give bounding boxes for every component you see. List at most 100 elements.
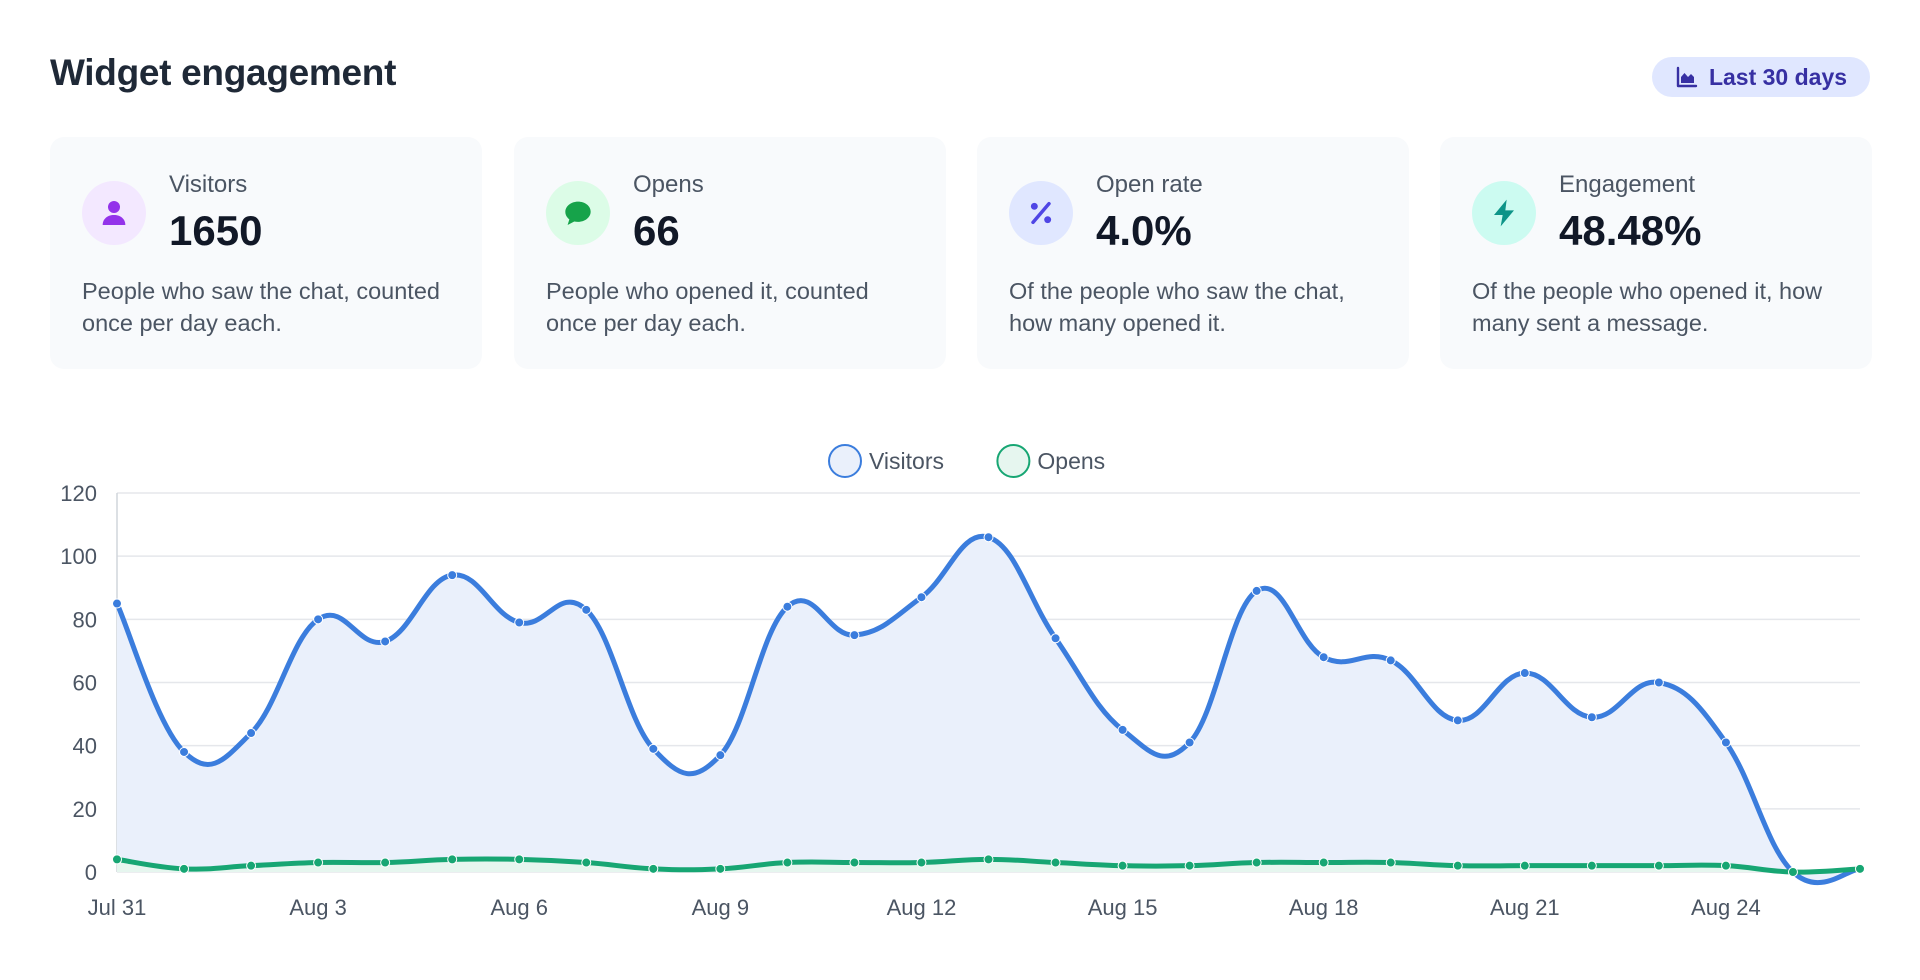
data-point-opens[interactable] bbox=[1787, 867, 1798, 877]
data-point-opens[interactable] bbox=[447, 854, 458, 865]
y-tick-label: 0 bbox=[85, 860, 97, 885]
chat-bubble-icon bbox=[565, 201, 591, 225]
data-point-opens[interactable] bbox=[246, 860, 257, 871]
card-icon-wrap bbox=[1009, 181, 1073, 245]
stat-value: 1650 bbox=[169, 207, 263, 254]
legend-label-opens[interactable]: Opens bbox=[1037, 448, 1105, 474]
x-tick-label: Aug 15 bbox=[1088, 895, 1158, 920]
y-tick-label: 80 bbox=[73, 607, 97, 632]
data-point-visitors[interactable] bbox=[581, 604, 592, 615]
data-point-visitors[interactable] bbox=[1720, 737, 1731, 748]
stat-description: People who opened it, counted once per d… bbox=[546, 278, 869, 336]
card-icon-wrap bbox=[82, 181, 146, 245]
data-point-visitors[interactable] bbox=[1385, 655, 1396, 666]
stat-value: 48.48% bbox=[1559, 207, 1702, 254]
data-point-opens[interactable] bbox=[1452, 860, 1463, 871]
stat-value: 66 bbox=[633, 207, 680, 254]
stat-label: Open rate bbox=[1096, 171, 1203, 198]
data-point-visitors[interactable] bbox=[983, 532, 994, 543]
legend-swatch-visitors[interactable] bbox=[828, 444, 862, 478]
chart-svg: 0 20 40 60 80 100 120 Jul 31 Aug 3 Aug 6 Aug 9 Aug … bbox=[60, 444, 1865, 920]
user-icon bbox=[102, 201, 126, 225]
stat-label: Visitors bbox=[169, 171, 248, 198]
data-point-visitors[interactable] bbox=[648, 743, 659, 754]
y-tick-label: 120 bbox=[60, 481, 97, 506]
series-area-visitors bbox=[117, 536, 1860, 883]
y-tick-label: 40 bbox=[73, 734, 97, 759]
data-point-opens[interactable] bbox=[1385, 857, 1396, 868]
data-point-visitors[interactable] bbox=[1586, 712, 1597, 723]
date-range-button[interactable]: Last 30 days bbox=[1652, 57, 1870, 97]
x-tick-label: Jul 31 bbox=[88, 895, 147, 920]
data-point-opens[interactable] bbox=[1855, 863, 1865, 874]
engagement-line-chart: 0 20 40 60 80 100 120 Jul 31 Aug 3 Aug 6 Aug 9 Aug … bbox=[0, 430, 1920, 950]
data-point-visitors[interactable] bbox=[1452, 715, 1463, 726]
stat-label: Engagement bbox=[1559, 171, 1696, 198]
data-point-opens[interactable] bbox=[1519, 860, 1530, 871]
stat-card-opens: Opens 66 People who opened it, counted o… bbox=[514, 137, 946, 369]
data-point-opens[interactable] bbox=[1117, 860, 1128, 871]
data-point-visitors[interactable] bbox=[782, 601, 793, 612]
y-tick-label: 60 bbox=[73, 671, 97, 696]
data-point-visitors[interactable] bbox=[1050, 633, 1061, 644]
data-point-visitors[interactable] bbox=[1519, 668, 1530, 679]
data-point-visitors[interactable] bbox=[246, 728, 257, 739]
stat-description: Of the people who saw the chat, how many… bbox=[1009, 278, 1345, 336]
data-point-opens[interactable] bbox=[380, 857, 391, 868]
data-point-opens[interactable] bbox=[1184, 860, 1195, 871]
data-point-opens[interactable] bbox=[782, 857, 793, 868]
card-icon-wrap bbox=[1472, 181, 1536, 245]
x-tick-label: Aug 18 bbox=[1289, 895, 1359, 920]
data-point-opens[interactable] bbox=[715, 863, 726, 874]
stat-value: 4.0% bbox=[1096, 207, 1192, 254]
data-point-opens[interactable] bbox=[1318, 857, 1329, 868]
data-point-visitors[interactable] bbox=[380, 636, 391, 647]
stat-description: People who saw the chat, counted once pe… bbox=[82, 278, 440, 336]
data-point-opens[interactable] bbox=[112, 854, 122, 865]
series-line-visitors bbox=[114, 533, 1863, 886]
data-point-visitors[interactable] bbox=[112, 598, 122, 609]
data-point-visitors[interactable] bbox=[1117, 724, 1128, 735]
area-chart-icon bbox=[1676, 66, 1698, 88]
data-point-opens[interactable] bbox=[1653, 860, 1664, 871]
data-point-opens[interactable] bbox=[648, 863, 659, 874]
data-point-visitors[interactable] bbox=[313, 614, 324, 625]
data-point-opens[interactable] bbox=[1720, 860, 1731, 871]
x-tick-label: Aug 24 bbox=[1691, 895, 1761, 920]
data-point-visitors[interactable] bbox=[1318, 652, 1329, 663]
stat-card-visitors: Visitors 1650 People who saw the chat, c… bbox=[50, 137, 482, 369]
data-point-visitors[interactable] bbox=[1184, 737, 1195, 748]
lightning-icon bbox=[1494, 199, 1514, 227]
data-point-opens[interactable] bbox=[313, 857, 324, 868]
data-point-opens[interactable] bbox=[514, 854, 525, 865]
stat-description: Of the people who opened it, how many se… bbox=[1472, 278, 1823, 336]
data-point-visitors[interactable] bbox=[849, 630, 860, 641]
x-tick-label: Aug 3 bbox=[289, 895, 347, 920]
data-point-opens[interactable] bbox=[179, 863, 190, 874]
data-point-opens[interactable] bbox=[1586, 860, 1597, 871]
data-point-opens[interactable] bbox=[916, 857, 927, 868]
data-point-opens[interactable] bbox=[581, 857, 592, 868]
data-point-opens[interactable] bbox=[1251, 857, 1262, 868]
date-range-label: Last 30 days bbox=[1708, 63, 1848, 90]
page-title: Widget engagement bbox=[50, 52, 397, 93]
data-point-visitors[interactable] bbox=[715, 750, 726, 761]
data-point-opens[interactable] bbox=[983, 854, 994, 865]
y-tick-label: 100 bbox=[60, 544, 97, 569]
x-tick-label: Aug 9 bbox=[692, 895, 750, 920]
data-point-visitors[interactable] bbox=[1251, 585, 1262, 596]
data-point-visitors[interactable] bbox=[1653, 677, 1664, 688]
data-point-opens[interactable] bbox=[849, 857, 860, 868]
data-point-visitors[interactable] bbox=[514, 617, 525, 628]
legend-swatch-opens[interactable] bbox=[996, 444, 1031, 478]
card-icon-wrap bbox=[546, 181, 610, 245]
x-tick-label: Aug 6 bbox=[490, 895, 548, 920]
stat-card-open-rate: Open rate 4.0% Of the people who saw the… bbox=[977, 137, 1409, 369]
y-tick-label: 20 bbox=[73, 797, 97, 822]
data-point-opens[interactable] bbox=[1050, 857, 1061, 868]
legend-label-visitors[interactable]: Visitors bbox=[869, 448, 944, 474]
data-point-visitors[interactable] bbox=[179, 746, 190, 757]
data-point-visitors[interactable] bbox=[916, 592, 927, 603]
data-point-visitors[interactable] bbox=[447, 570, 458, 581]
